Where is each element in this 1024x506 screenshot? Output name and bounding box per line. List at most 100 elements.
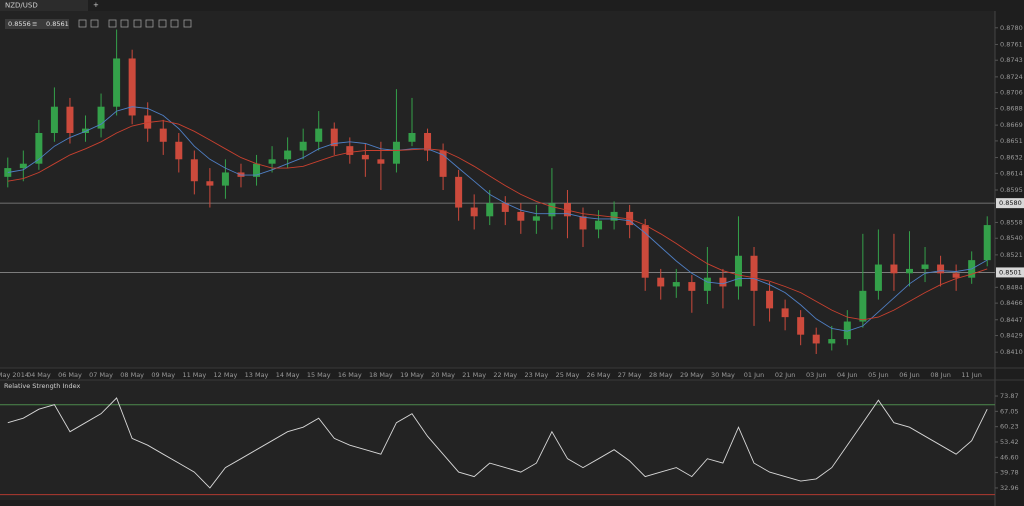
candle-body xyxy=(35,133,43,164)
templates[interactable] xyxy=(145,19,154,28)
candle-body xyxy=(890,264,898,274)
candle-body xyxy=(486,203,494,217)
candle-body xyxy=(175,141,183,160)
level-label: 0.8580 xyxy=(999,199,1022,207)
candle-body xyxy=(4,168,12,177)
x-tick-label: 23 May xyxy=(524,371,548,379)
x-tick-label: 13 May xyxy=(245,371,269,379)
y-tick-label: 0.8521 xyxy=(1000,251,1023,259)
x-tick-label: 05 Jun xyxy=(868,371,889,379)
candle-body xyxy=(361,154,369,160)
candle-body xyxy=(937,264,945,274)
candle-body xyxy=(315,128,323,142)
chart-type[interactable] xyxy=(120,19,129,28)
candle-body xyxy=(921,264,929,269)
candle-body xyxy=(144,115,152,129)
separator: ≡ xyxy=(32,20,37,28)
rsi-line xyxy=(7,397,988,489)
y-tick-label: 0.8614 xyxy=(1000,169,1023,177)
x-tick-label: 26 May xyxy=(587,371,611,379)
x-tick-label: 25 May xyxy=(556,371,580,379)
level-tag xyxy=(996,198,1024,209)
x-tick-label: 15 May xyxy=(307,371,331,379)
y-tick-label: 0.8410 xyxy=(1000,348,1023,356)
candle-body xyxy=(299,141,307,151)
candle-body xyxy=(734,255,742,287)
x-tick-label: 14 May xyxy=(276,371,300,379)
x-tick-label: 01 May 2014 xyxy=(0,371,29,379)
draw[interactable] xyxy=(183,19,192,28)
candle-body xyxy=(253,163,261,177)
new-tab[interactable]: + xyxy=(93,1,99,9)
zoom-in[interactable] xyxy=(78,19,87,28)
candle-body xyxy=(595,220,603,230)
candle-body xyxy=(50,106,58,134)
x-tick-label: 04 May xyxy=(27,371,51,379)
x-tick-label: 12 May xyxy=(214,371,238,379)
y-tick-label: 0.8632 xyxy=(1000,154,1023,162)
candle-body xyxy=(641,225,649,278)
candle-body xyxy=(548,203,556,217)
x-tick-label: 11 Jun xyxy=(961,371,982,379)
x-tick-label: 28 May xyxy=(649,371,673,379)
rsi-panel xyxy=(0,380,995,500)
candle-body xyxy=(703,277,711,291)
price-chip xyxy=(5,19,69,29)
candle-body xyxy=(983,225,991,261)
settings[interactable] xyxy=(170,19,179,28)
toolbar xyxy=(78,19,192,28)
y-tick-label: 0.8761 xyxy=(1000,40,1023,48)
candle-body xyxy=(579,216,587,230)
candle-body xyxy=(859,290,867,322)
candle-body xyxy=(532,216,540,221)
y-tick-label: 0.8706 xyxy=(1000,89,1023,97)
crosshair[interactable] xyxy=(108,19,117,28)
y-tick-label: 0.8540 xyxy=(1000,234,1023,242)
candle-body xyxy=(206,181,214,186)
candle-body xyxy=(672,282,680,287)
y-tick-label: 67.05 xyxy=(1000,407,1019,415)
candle-body xyxy=(501,203,509,212)
y-tick-label: 0.8651 xyxy=(1000,137,1023,145)
candle-body xyxy=(952,273,960,278)
candle-body xyxy=(377,159,385,164)
zoom-out[interactable] xyxy=(90,19,99,28)
y-tick-label: 0.8724 xyxy=(1000,73,1023,81)
candle-body xyxy=(439,150,447,177)
x-tick-label: 06 Jun xyxy=(899,371,920,379)
candle-body xyxy=(750,255,758,291)
y-tick-label: 0.8669 xyxy=(1000,121,1023,129)
candle-body xyxy=(828,339,836,344)
x-tick-label: 22 May xyxy=(493,371,517,379)
candle-body xyxy=(190,159,198,182)
candle-body xyxy=(766,290,774,309)
candle-body xyxy=(797,317,805,335)
candle-body xyxy=(284,150,292,160)
objects[interactable] xyxy=(158,19,167,28)
tab[interactable] xyxy=(0,0,88,11)
candle-body xyxy=(159,128,167,142)
candle-body xyxy=(688,282,696,291)
y-tick-label: 0.8780 xyxy=(1000,24,1023,32)
tab-title[interactable]: NZD/USD xyxy=(5,2,38,10)
y-tick-label: 0.8595 xyxy=(1000,186,1023,194)
candle-body xyxy=(517,211,525,221)
candle-body xyxy=(392,141,400,164)
y-tick-label: 60.23 xyxy=(1000,423,1019,431)
level-tag xyxy=(996,267,1024,278)
candle-body xyxy=(330,128,338,147)
x-tick-label: 29 May xyxy=(680,371,704,379)
level-label: 0.8501 xyxy=(999,268,1022,276)
candle-body xyxy=(66,106,74,134)
indicator-title: Relative Strength Index xyxy=(4,382,81,390)
candle-body xyxy=(97,106,105,129)
indicators[interactable] xyxy=(133,19,142,28)
y-tick-label: 0.8447 xyxy=(1000,316,1023,324)
candle-body xyxy=(905,268,913,274)
candle-body xyxy=(128,58,136,116)
candle-body xyxy=(470,207,478,217)
x-tick-label: 27 May xyxy=(618,371,642,379)
x-tick-label: 02 Jun xyxy=(775,371,796,379)
